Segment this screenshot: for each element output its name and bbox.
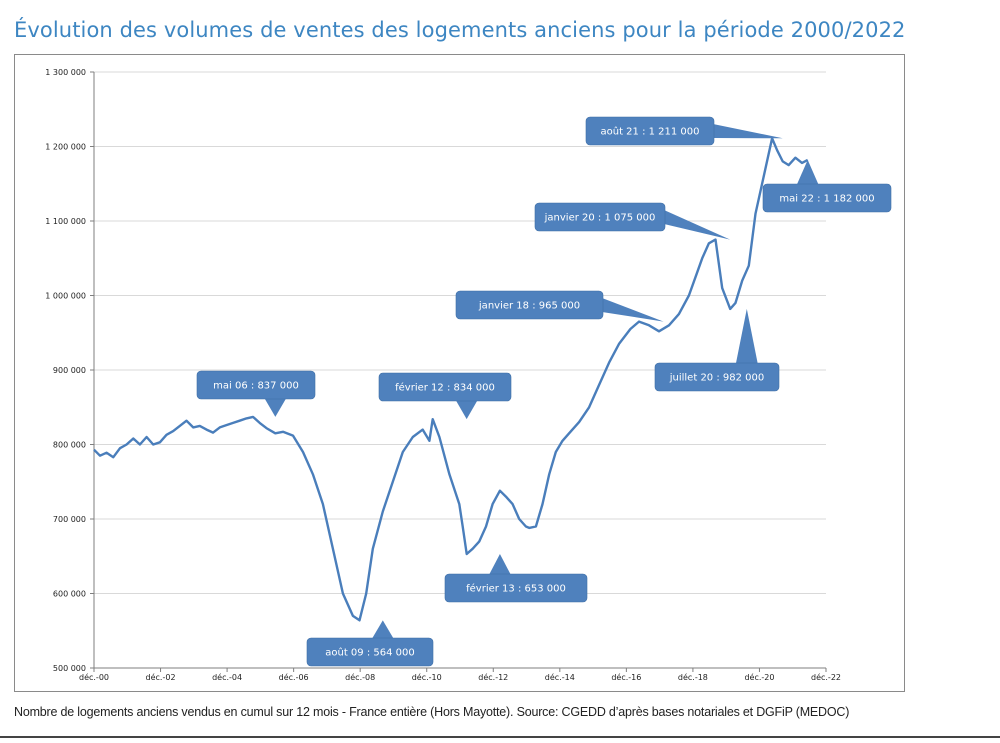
y-tick-label: 1 200 000 — [45, 143, 86, 152]
callout-pointer — [371, 620, 394, 639]
callout-label: février 13 : 653 000 — [466, 583, 566, 595]
callout-label: janvier 18 : 965 000 — [478, 301, 580, 312]
y-tick-label: 900 000 — [53, 366, 86, 375]
callout-box — [654, 362, 780, 392]
callout-label: juillet 20 : 982 000 — [669, 373, 765, 384]
y-tick-label: 800 000 — [53, 441, 86, 450]
callout-label: août 21 : 1 211 000 — [600, 126, 699, 138]
axes: 500 000 600 000 700 000 800 000 900 000 1 000… — [45, 68, 841, 682]
y-tick-label: 600 000 — [53, 590, 86, 599]
chart-frame: 500 000 600 000 700 000 800 000 900 000 1 000… — [14, 54, 905, 692]
callout-box — [762, 183, 892, 213]
callout-box — [585, 116, 715, 146]
y-tick-label: 500 000 — [53, 664, 86, 673]
y-tick-label: 1 000 000 — [45, 292, 86, 301]
chart-title: Évolution des volumes de ventes des loge… — [14, 18, 906, 42]
x-tick-label: déc.-08 — [345, 672, 375, 682]
x-tick-label: déc.-10 — [412, 672, 442, 682]
callout-box — [196, 370, 316, 400]
y-tick-label: 1 100 000 — [45, 217, 86, 226]
callout-label: mai 06 : 837 000 — [213, 381, 299, 392]
source-caption: Nombre de logements anciens vendus en cu… — [14, 705, 850, 719]
callout-pointer — [713, 124, 783, 139]
callout-pointer — [488, 554, 511, 575]
callout-label: mai 22 : 1 182 000 — [779, 194, 874, 205]
line-chart: 500 000 600 000 700 000 800 000 900 000 1 000… — [45, 68, 892, 682]
callout-box — [444, 573, 588, 603]
callout-pointer — [455, 400, 478, 420]
callout-box — [534, 202, 666, 232]
x-tick-label: déc.-06 — [279, 672, 309, 682]
callouts: mai 06 : 837 000 août 09 : 564 000 février… — [196, 116, 892, 667]
x-tick-label: déc.-04 — [212, 672, 242, 682]
callout-box — [455, 290, 604, 320]
x-tick-label: déc.-00 — [79, 672, 109, 682]
callout-label: février 12 : 834 000 — [395, 382, 495, 394]
series-line — [93, 137, 809, 622]
series — [93, 137, 809, 622]
x-tick-label: déc.-16 — [611, 672, 641, 682]
callout-box — [378, 372, 512, 402]
x-tick-label: déc.-02 — [146, 672, 176, 682]
callout-label: janvier 20 : 1 075 000 — [544, 213, 656, 224]
x-tick-label: déc.-14 — [545, 672, 575, 682]
callout-pointer — [664, 210, 731, 240]
callout-pointer — [796, 159, 819, 185]
callout-pointer — [735, 308, 758, 364]
x-tick-label: déc.-12 — [478, 672, 508, 682]
callout-box — [306, 637, 434, 667]
y-tick-label: 1 300 000 — [45, 68, 86, 77]
x-tick-label: déc.-20 — [744, 672, 774, 682]
callout-pointer — [602, 298, 664, 322]
callout-label: août 09 : 564 000 — [325, 647, 415, 659]
x-tick-label: déc.-18 — [678, 672, 708, 682]
x-tick-label: déc.-22 — [811, 672, 841, 682]
bottom-divider — [0, 736, 1000, 738]
callout-pointer — [264, 398, 287, 417]
y-tick-label: 700 000 — [53, 515, 86, 524]
